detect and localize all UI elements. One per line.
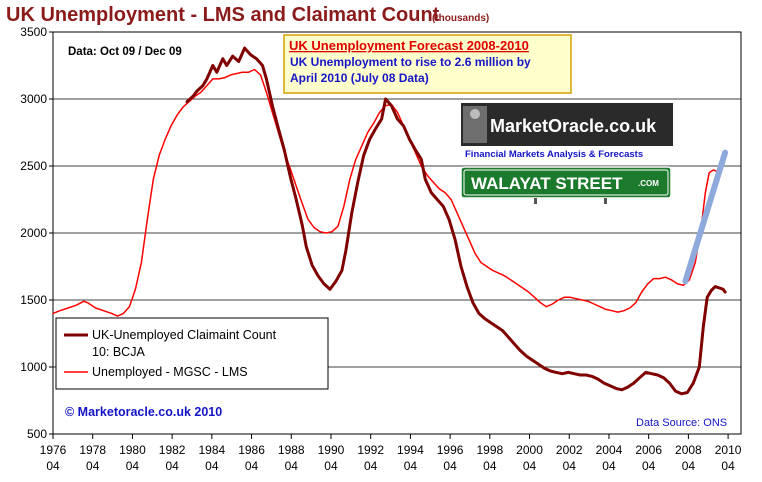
walayat-street-suffix: .COM	[638, 179, 659, 188]
x-tick-year-17: 2010	[715, 443, 742, 457]
forecast-box: UK Unemployment Forecast 2008-2010 UK Un…	[283, 34, 572, 94]
x-tick-quarter-0: 04	[46, 459, 60, 473]
x-tick-quarter-13: 04	[563, 459, 577, 473]
x-tick-quarter-14: 04	[602, 459, 616, 473]
x-tick-quarter-1: 04	[86, 459, 100, 473]
y-tick-label-0: 500	[27, 427, 47, 441]
x-tick-quarter-7: 04	[324, 459, 338, 473]
copyright-text: © Marketoracle.co.uk 2010	[65, 405, 222, 419]
x-tick-quarter-3: 04	[165, 459, 179, 473]
x-tick-year-7: 1990	[318, 443, 345, 457]
x-tick-quarter-5: 04	[245, 459, 259, 473]
x-tick-year-9: 1994	[397, 443, 424, 457]
x-axis-tick-labels: 1976 04 1978 04 1980 04 1982 04 1984 04 1986 04 1988…	[40, 443, 742, 473]
x-tick-quarter-6: 04	[285, 459, 299, 473]
series-line-claimant	[185, 46, 727, 396]
x-tick-year-1: 1978	[79, 443, 106, 457]
x-tick-year-15: 2006	[635, 443, 662, 457]
x-tick-quarter-17: 04	[721, 459, 735, 473]
x-tick-year-11: 1998	[476, 443, 503, 457]
marketoracle-tagline: Financial Markets Analysis & Forecasts	[465, 149, 643, 160]
legend-label-lms: Unemployed - MGSC - LMS	[92, 365, 248, 379]
x-tick-quarter-11: 04	[483, 459, 497, 473]
street-sign-border	[463, 169, 669, 196]
y-tick-label-4: 2500	[20, 159, 47, 173]
street-sign-post-right	[604, 198, 607, 204]
x-tick-year-3: 1982	[159, 443, 186, 457]
street-sign-post-left	[534, 198, 537, 204]
marketoracle-logo: MarketOracle.co.uk Financial Markets Ana…	[461, 103, 673, 160]
x-tick-year-6: 1988	[278, 443, 305, 457]
x-tick-quarter-9: 04	[404, 459, 418, 473]
y-tick-label-3: 2000	[20, 226, 47, 240]
thinker-head-icon	[470, 109, 480, 119]
y-tick-label-1: 1000	[20, 360, 47, 374]
x-tick-year-16: 2008	[675, 443, 702, 457]
y-tick-label-5: 3000	[20, 92, 47, 106]
x-tick-year-12: 2000	[516, 443, 543, 457]
series-line-forecast	[682, 149, 729, 285]
legend-box	[55, 317, 329, 390]
data-period-label: Data: Oct 09 / Dec 09	[68, 46, 182, 58]
x-tick-quarter-8: 04	[364, 459, 378, 473]
street-sign-background	[460, 166, 672, 199]
x-tick-year-2: 1980	[119, 443, 146, 457]
x-tick-year-13: 2002	[556, 443, 583, 457]
legend-label-claimant-line1: UK-Unemployed Claimaint Count	[92, 328, 277, 342]
y-tick-label-6: 3500	[20, 25, 47, 39]
x-tick-quarter-10: 04	[443, 459, 457, 473]
x-tick-quarter-16: 04	[682, 459, 696, 473]
y-axis-tick-labels: 500 1000 1500 2000 2500 3000 3500	[20, 25, 47, 441]
x-tick-quarter-4: 04	[205, 459, 219, 473]
x-tick-year-5: 1986	[238, 443, 265, 457]
x-tick-year-0: 1976	[40, 443, 67, 457]
walayat-street-text: WALAYAT STREET	[471, 174, 623, 193]
x-tick-year-8: 1992	[357, 443, 384, 457]
x-tick-quarter-15: 04	[642, 459, 656, 473]
forecast-line-2: April 2010 (July 08 Data)	[290, 71, 429, 85]
chart-title: UK Unemployment - LMS and Claimant Count	[6, 4, 440, 26]
x-tick-quarter-2: 04	[126, 459, 140, 473]
forecast-title: UK Unemployment Forecast 2008-2010	[289, 38, 529, 53]
series-layer	[52, 46, 729, 396]
forecast-box-background	[283, 34, 572, 94]
x-tick-quarter-12: 04	[523, 459, 537, 473]
y-tick-label-2: 1500	[20, 293, 47, 307]
marketoracle-logo-background	[461, 103, 673, 146]
x-tick-year-14: 2004	[596, 443, 623, 457]
x-tick-year-10: 1996	[437, 443, 464, 457]
walayat-street-sign: WALAYAT STREET .COM	[460, 166, 672, 204]
forecast-line-1: UK Unemployment to rise to 2.6 million b…	[290, 55, 531, 69]
x-tick-year-4: 1984	[198, 443, 225, 457]
data-source-text: Data Source: ONS	[636, 417, 727, 429]
chart-subtitle: (thousands)	[432, 13, 489, 24]
legend-label-claimant-line2: 10: BCJA	[92, 345, 145, 359]
marketoracle-logo-text: MarketOracle.co.uk	[490, 116, 657, 136]
series-line-lms	[52, 68, 722, 317]
legend: UK-Unemployed Claimaint Count 10: BCJA U…	[55, 317, 329, 390]
